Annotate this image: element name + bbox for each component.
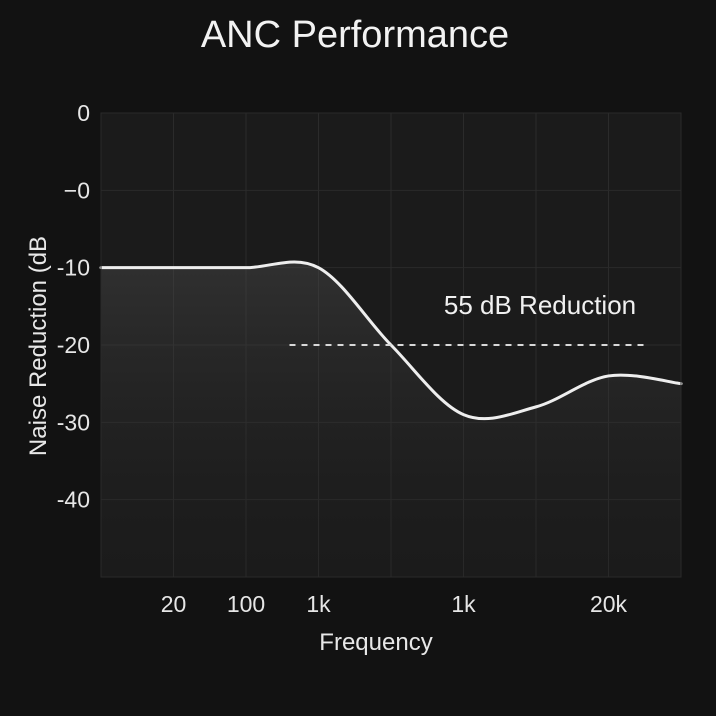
x-axis-ticks: 20 100 1k 1k 20k [161,591,628,617]
y-tick-label: 0 [77,100,90,126]
area-fill [101,261,681,577]
y-tick-label: -10 [57,255,90,281]
x-tick-label: 1k [451,591,476,617]
plot-area [99,112,683,578]
chart-title: ANC Performance [201,14,509,56]
y-axis-ticks: 0 −0 -10 -20 -30 -40 [57,100,90,513]
annotation-label: 55 dB Reduction [444,290,636,320]
y-axis-label: Naise Reduction (dB [25,236,52,456]
y-tick-label: -20 [57,332,90,358]
x-axis-label: Frequency [319,629,432,656]
x-tick-label: 1k [306,591,331,617]
x-tick-label: 100 [227,591,265,617]
y-tick-label: -40 [57,487,90,513]
x-tick-label: 20 [161,591,187,617]
y-tick-label: -30 [57,409,90,435]
y-tick-label: −0 [64,177,90,203]
plot-frame [100,112,682,578]
x-tick-label: 20k [590,591,628,617]
